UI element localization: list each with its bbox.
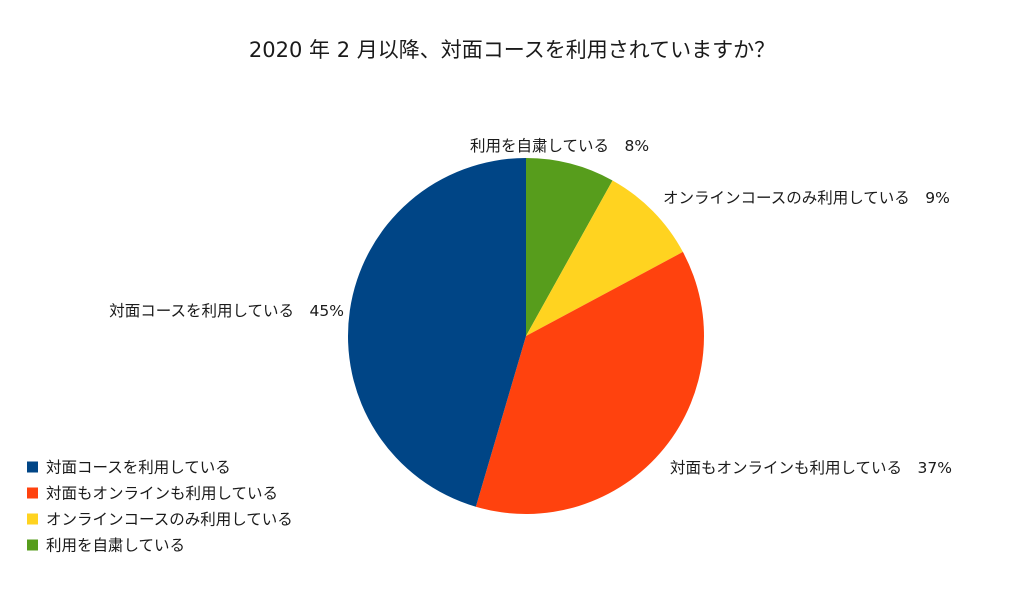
legend-swatch [27, 539, 38, 551]
pie-slices [347, 158, 705, 515]
legend-swatch [27, 513, 38, 525]
legend-item-label: 対面もオンラインも利用している [46, 485, 278, 503]
slice-face-to-face [347, 158, 526, 507]
slice-labels: 対面コースを利用している 45% 対面もオンラインも利用している 37% オンライン… [109, 137, 952, 477]
slice-refraining [526, 158, 613, 336]
slice-online-only-label: オンラインコースのみ利用している 9% [663, 189, 950, 207]
slice-face-to-face-label: 対面コースを利用している 45% [109, 302, 344, 320]
legend-item-label: オンラインコースのみ利用している [46, 511, 293, 529]
legend-item-label: 利用を自粛している [46, 537, 185, 555]
legend-swatch [27, 461, 38, 473]
slice-online-only [526, 180, 683, 336]
legend-swatch [27, 487, 38, 499]
chart-title: 2020 年 2 月以降、対面コースを利用されていますか？ [249, 38, 775, 62]
slice-both-label: 対面もオンラインも利用している 37% [670, 459, 952, 477]
legend-item-label: 対面コースを利用している [46, 459, 231, 477]
slice-both [475, 251, 705, 515]
slice-refraining-label: 利用を自粛している 8% [470, 137, 649, 155]
legend: 対面コースを利用している対面もオンラインも利用しているオンラインコースのみ利用し… [27, 459, 293, 555]
